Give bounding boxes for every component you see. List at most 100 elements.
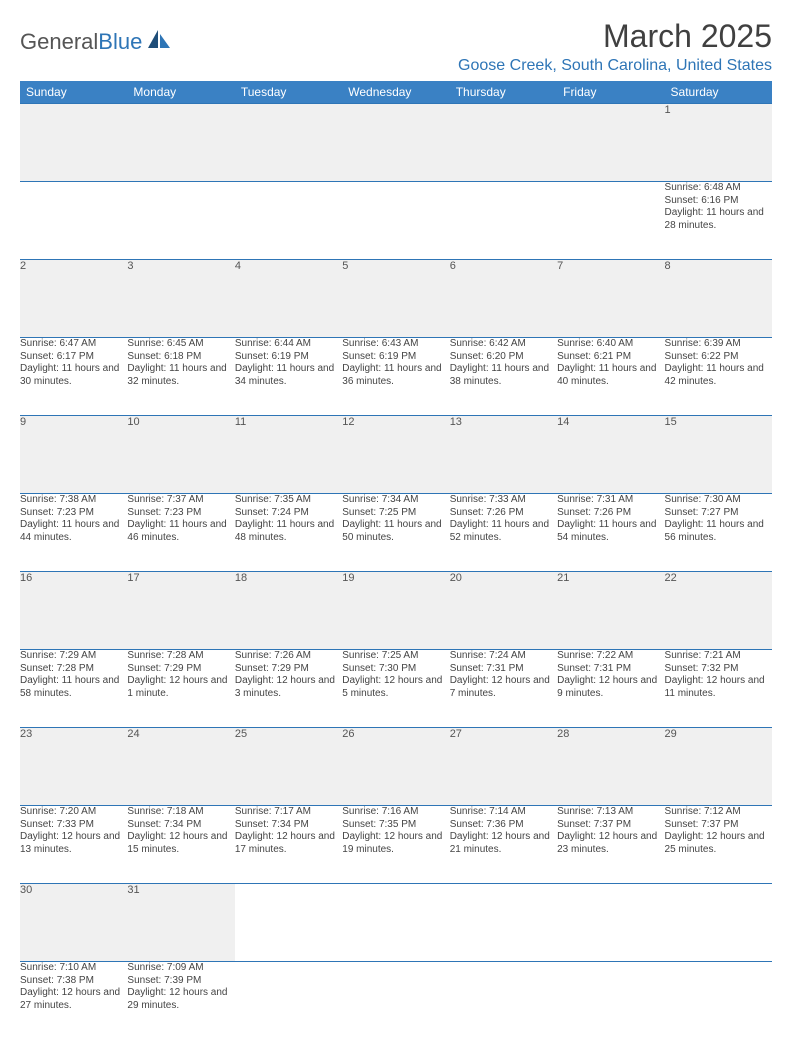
- month-title: March 2025: [458, 18, 772, 55]
- day-number-cell: 10: [127, 416, 234, 494]
- sunrise-text: Sunrise: 7:17 AM: [235, 806, 342, 819]
- sunrise-text: Sunrise: 6:47 AM: [20, 338, 127, 351]
- day-number-cell: [665, 884, 772, 962]
- sunrise-text: Sunrise: 7:26 AM: [235, 650, 342, 663]
- daylight-text: Daylight: 12 hours and 25 minutes.: [665, 831, 772, 856]
- brand-logo: GeneralBlue: [20, 18, 172, 56]
- day-number-cell: 19: [342, 572, 449, 650]
- sunrise-text: Sunrise: 7:20 AM: [20, 806, 127, 819]
- sunrise-text: Sunrise: 6:39 AM: [665, 338, 772, 351]
- daylight-text: Daylight: 12 hours and 23 minutes.: [557, 831, 664, 856]
- day-content-cell: [665, 962, 772, 1040]
- daylight-text: Daylight: 11 hours and 46 minutes.: [127, 519, 234, 544]
- sunset-text: Sunset: 7:37 PM: [665, 819, 772, 832]
- sunrise-text: Sunrise: 7:34 AM: [342, 494, 449, 507]
- weekday-header-row: Sunday Monday Tuesday Wednesday Thursday…: [20, 81, 772, 104]
- day-content-cell: [342, 182, 449, 260]
- day-number-cell: [450, 104, 557, 182]
- day-number-cell: [450, 884, 557, 962]
- sunrise-text: Sunrise: 7:16 AM: [342, 806, 449, 819]
- sunset-text: Sunset: 6:16 PM: [665, 195, 772, 208]
- brand-part2: Blue: [98, 29, 142, 55]
- sunset-text: Sunset: 6:19 PM: [342, 351, 449, 364]
- day-number-cell: [127, 104, 234, 182]
- weekday-header: Sunday: [20, 81, 127, 104]
- day-content-cell: Sunrise: 6:44 AMSunset: 6:19 PMDaylight:…: [235, 338, 342, 416]
- content-row: Sunrise: 7:20 AMSunset: 7:33 PMDaylight:…: [20, 806, 772, 884]
- content-row: Sunrise: 7:10 AMSunset: 7:38 PMDaylight:…: [20, 962, 772, 1040]
- sunrise-text: Sunrise: 7:21 AM: [665, 650, 772, 663]
- sunset-text: Sunset: 7:30 PM: [342, 663, 449, 676]
- sunset-text: Sunset: 7:25 PM: [342, 507, 449, 520]
- sunrise-text: Sunrise: 6:42 AM: [450, 338, 557, 351]
- weekday-header: Saturday: [665, 81, 772, 104]
- sunset-text: Sunset: 7:26 PM: [450, 507, 557, 520]
- weekday-header: Wednesday: [342, 81, 449, 104]
- sunset-text: Sunset: 7:39 PM: [127, 975, 234, 988]
- day-number-cell: 17: [127, 572, 234, 650]
- sunset-text: Sunset: 7:36 PM: [450, 819, 557, 832]
- sunrise-text: Sunrise: 7:24 AM: [450, 650, 557, 663]
- sunset-text: Sunset: 7:29 PM: [235, 663, 342, 676]
- daynum-row: 23242526272829: [20, 728, 772, 806]
- daylight-text: Daylight: 11 hours and 48 minutes.: [235, 519, 342, 544]
- day-number-cell: 8: [665, 260, 772, 338]
- daynum-row: 2345678: [20, 260, 772, 338]
- day-content-cell: Sunrise: 7:34 AMSunset: 7:25 PMDaylight:…: [342, 494, 449, 572]
- daylight-text: Daylight: 12 hours and 11 minutes.: [665, 675, 772, 700]
- day-content-cell: Sunrise: 7:16 AMSunset: 7:35 PMDaylight:…: [342, 806, 449, 884]
- sunrise-text: Sunrise: 7:29 AM: [20, 650, 127, 663]
- day-content-cell: [557, 182, 664, 260]
- weekday-header: Friday: [557, 81, 664, 104]
- day-content-cell: Sunrise: 7:26 AMSunset: 7:29 PMDaylight:…: [235, 650, 342, 728]
- daynum-row: 9101112131415: [20, 416, 772, 494]
- daynum-row: 16171819202122: [20, 572, 772, 650]
- sunrise-text: Sunrise: 7:22 AM: [557, 650, 664, 663]
- day-number-cell: 5: [342, 260, 449, 338]
- day-content-cell: Sunrise: 6:39 AMSunset: 6:22 PMDaylight:…: [665, 338, 772, 416]
- daylight-text: Daylight: 11 hours and 58 minutes.: [20, 675, 127, 700]
- sunrise-text: Sunrise: 7:10 AM: [20, 962, 127, 975]
- day-number-cell: 3: [127, 260, 234, 338]
- sunrise-text: Sunrise: 7:31 AM: [557, 494, 664, 507]
- day-number-cell: 31: [127, 884, 234, 962]
- sunset-text: Sunset: 7:31 PM: [557, 663, 664, 676]
- day-content-cell: Sunrise: 7:33 AMSunset: 7:26 PMDaylight:…: [450, 494, 557, 572]
- location-subtitle: Goose Creek, South Carolina, United Stat…: [458, 57, 772, 75]
- sunset-text: Sunset: 7:23 PM: [20, 507, 127, 520]
- sunrise-text: Sunrise: 7:35 AM: [235, 494, 342, 507]
- day-content-cell: Sunrise: 7:22 AMSunset: 7:31 PMDaylight:…: [557, 650, 664, 728]
- daylight-text: Daylight: 11 hours and 30 minutes.: [20, 363, 127, 388]
- day-number-cell: 4: [235, 260, 342, 338]
- day-number-cell: [235, 104, 342, 182]
- day-number-cell: 11: [235, 416, 342, 494]
- daylight-text: Daylight: 12 hours and 1 minute.: [127, 675, 234, 700]
- sunrise-text: Sunrise: 6:44 AM: [235, 338, 342, 351]
- day-number-cell: 6: [450, 260, 557, 338]
- sunset-text: Sunset: 7:32 PM: [665, 663, 772, 676]
- daylight-text: Daylight: 11 hours and 36 minutes.: [342, 363, 449, 388]
- sunset-text: Sunset: 7:26 PM: [557, 507, 664, 520]
- daylight-text: Daylight: 11 hours and 28 minutes.: [665, 207, 772, 232]
- day-content-cell: Sunrise: 7:09 AMSunset: 7:39 PMDaylight:…: [127, 962, 234, 1040]
- day-number-cell: 7: [557, 260, 664, 338]
- sunset-text: Sunset: 7:31 PM: [450, 663, 557, 676]
- daylight-text: Daylight: 12 hours and 19 minutes.: [342, 831, 449, 856]
- sunrise-text: Sunrise: 7:18 AM: [127, 806, 234, 819]
- daylight-text: Daylight: 12 hours and 5 minutes.: [342, 675, 449, 700]
- sunset-text: Sunset: 7:28 PM: [20, 663, 127, 676]
- weekday-header: Tuesday: [235, 81, 342, 104]
- sunset-text: Sunset: 7:23 PM: [127, 507, 234, 520]
- day-content-cell: Sunrise: 7:24 AMSunset: 7:31 PMDaylight:…: [450, 650, 557, 728]
- title-block: March 2025 Goose Creek, South Carolina, …: [458, 18, 772, 75]
- day-content-cell: Sunrise: 7:31 AMSunset: 7:26 PMDaylight:…: [557, 494, 664, 572]
- day-content-cell: Sunrise: 7:18 AMSunset: 7:34 PMDaylight:…: [127, 806, 234, 884]
- day-number-cell: 24: [127, 728, 234, 806]
- day-content-cell: Sunrise: 7:14 AMSunset: 7:36 PMDaylight:…: [450, 806, 557, 884]
- day-content-cell: Sunrise: 7:17 AMSunset: 7:34 PMDaylight:…: [235, 806, 342, 884]
- daylight-text: Daylight: 12 hours and 17 minutes.: [235, 831, 342, 856]
- daylight-text: Daylight: 12 hours and 27 minutes.: [20, 987, 127, 1012]
- day-content-cell: [450, 182, 557, 260]
- day-number-cell: 23: [20, 728, 127, 806]
- sunrise-text: Sunrise: 7:12 AM: [665, 806, 772, 819]
